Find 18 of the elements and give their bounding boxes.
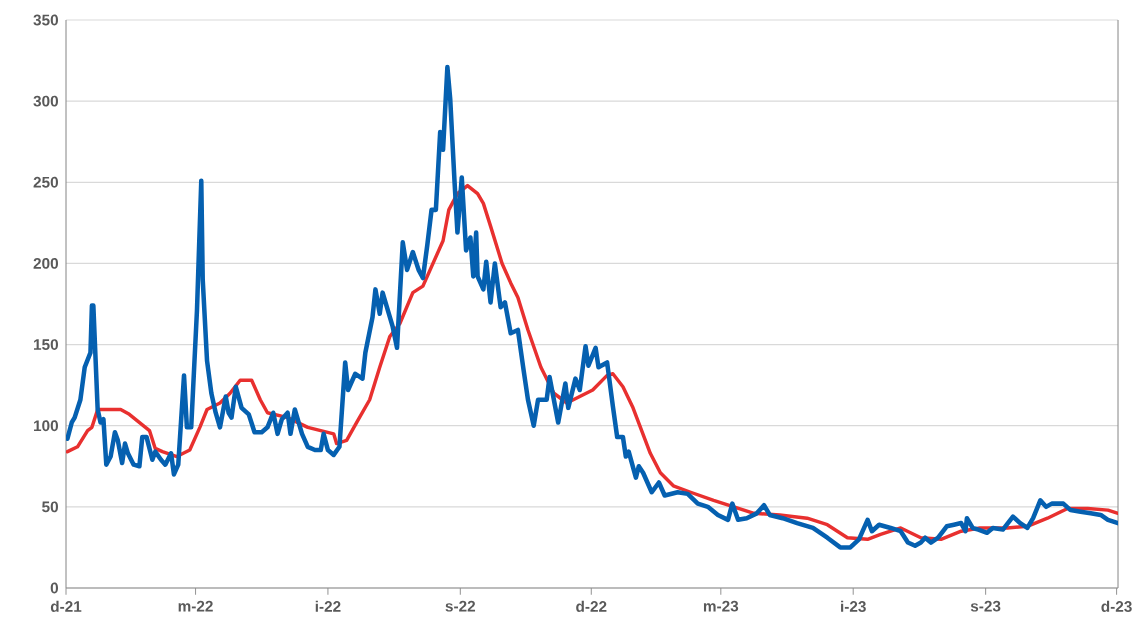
y-tick-label: 300 [33, 95, 58, 107]
line-series [66, 64, 1119, 550]
y-tick-label: 50 [42, 501, 58, 513]
y-tick-label: 250 [33, 176, 58, 188]
y-tick-label: 0 [50, 582, 59, 594]
y-tick-label: 350 [33, 14, 58, 26]
x-tick-label: m-22 [178, 600, 213, 612]
x-tick-label: s-22 [445, 600, 476, 612]
x-tick-label: i-23 [841, 600, 866, 612]
y-tick-label: 100 [34, 420, 58, 432]
y-tick-label: 200 [33, 258, 58, 269]
x-tick-label: i-22 [315, 600, 341, 612]
x-tick-label: s-23 [970, 600, 1001, 612]
x-tick-label: d-22 [576, 600, 607, 612]
x-tick-label: m-23 [703, 600, 739, 612]
y-tick-label: 150 [34, 339, 58, 350]
x-tick-label: d-23 [1101, 600, 1132, 612]
x-tick-label: d-21 [50, 600, 82, 612]
